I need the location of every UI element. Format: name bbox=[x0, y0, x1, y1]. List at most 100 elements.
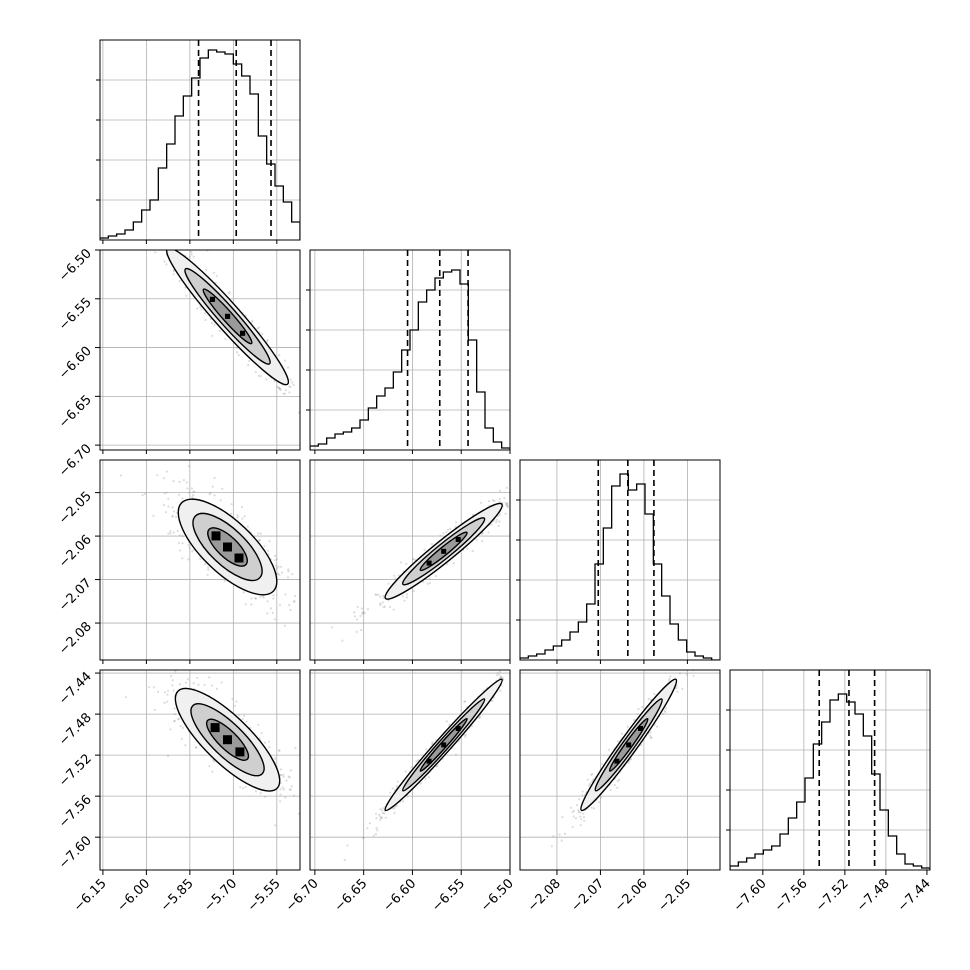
sample-point bbox=[192, 255, 195, 258]
sample-point bbox=[529, 644, 531, 646]
sample-point bbox=[180, 243, 182, 245]
sample-point bbox=[204, 318, 207, 322]
sample-point bbox=[257, 532, 260, 535]
density-peak bbox=[210, 723, 220, 733]
sample-point bbox=[164, 511, 168, 514]
sample-point bbox=[579, 811, 582, 814]
sample-point bbox=[415, 760, 418, 763]
sample-point bbox=[266, 600, 269, 603]
x-tick-label: −6.50 bbox=[478, 876, 517, 915]
sample-point bbox=[248, 360, 251, 363]
sample-point bbox=[272, 594, 275, 597]
histogram-panel-2 bbox=[516, 459, 721, 661]
sample-point bbox=[580, 818, 583, 821]
sample-point bbox=[685, 673, 688, 676]
sample-point bbox=[192, 682, 195, 685]
sample-point bbox=[620, 732, 624, 735]
sample-point bbox=[575, 804, 579, 807]
sample-point bbox=[286, 576, 290, 579]
sample-point bbox=[629, 758, 633, 761]
sample-point bbox=[256, 327, 259, 330]
sample-point bbox=[498, 500, 501, 504]
sample-point bbox=[632, 719, 636, 722]
density-peak bbox=[426, 758, 432, 764]
histogram-steps bbox=[100, 49, 300, 240]
sample-point bbox=[223, 579, 226, 583]
sample-point bbox=[287, 366, 290, 369]
sample-point bbox=[380, 816, 383, 819]
sample-point bbox=[636, 713, 639, 716]
sample-point bbox=[167, 497, 170, 500]
sample-point bbox=[703, 637, 705, 639]
sample-point bbox=[297, 411, 300, 414]
sample-point bbox=[259, 792, 262, 795]
x-tick-label: −7.60 bbox=[731, 876, 770, 915]
sample-point bbox=[278, 603, 282, 606]
sample-point bbox=[292, 383, 295, 387]
sample-point bbox=[664, 711, 667, 714]
sample-point bbox=[513, 494, 515, 496]
sample-point bbox=[275, 385, 279, 388]
sample-point bbox=[188, 491, 191, 494]
sample-point bbox=[177, 663, 179, 665]
sample-point bbox=[186, 678, 189, 681]
y-tick-label: −7.48 bbox=[56, 710, 95, 749]
density-peak bbox=[234, 553, 244, 563]
sample-point bbox=[406, 593, 409, 596]
sample-point bbox=[261, 332, 264, 335]
sample-point bbox=[244, 603, 247, 606]
sample-point bbox=[275, 558, 278, 561]
sample-point bbox=[173, 713, 176, 716]
sample-point bbox=[254, 371, 257, 374]
density-peak bbox=[638, 726, 643, 731]
sample-point bbox=[442, 532, 445, 535]
sample-point bbox=[639, 744, 643, 747]
sample-point bbox=[379, 807, 382, 810]
sample-point bbox=[516, 488, 518, 490]
sample-point bbox=[675, 686, 678, 690]
sample-point bbox=[590, 806, 593, 809]
sample-point bbox=[582, 815, 586, 819]
sample-point bbox=[267, 740, 271, 743]
sample-point bbox=[175, 247, 177, 249]
sample-point bbox=[592, 807, 596, 810]
sample-point bbox=[305, 372, 307, 374]
sample-point bbox=[498, 673, 501, 677]
sample-point bbox=[384, 816, 387, 819]
sample-point bbox=[265, 378, 268, 381]
sample-point bbox=[375, 816, 378, 820]
sample-point bbox=[181, 535, 184, 538]
sample-point bbox=[396, 804, 399, 807]
sample-point bbox=[627, 761, 630, 764]
sample-point bbox=[177, 542, 180, 545]
sample-point bbox=[393, 811, 396, 815]
sample-point bbox=[273, 380, 276, 383]
sample-point bbox=[301, 389, 303, 391]
sample-point bbox=[499, 675, 503, 679]
sample-point bbox=[550, 845, 553, 848]
sample-point bbox=[242, 591, 245, 594]
sample-point bbox=[172, 531, 175, 534]
sample-point bbox=[230, 512, 233, 516]
sample-point bbox=[197, 683, 200, 687]
sample-point bbox=[676, 690, 679, 693]
sample-point bbox=[181, 661, 183, 663]
density-peak bbox=[614, 758, 620, 764]
sample-point bbox=[218, 329, 221, 333]
sample-point bbox=[273, 559, 276, 562]
sample-point bbox=[377, 593, 380, 596]
sample-point bbox=[143, 492, 147, 495]
y-tick-label: −2.08 bbox=[56, 619, 95, 658]
sample-point bbox=[167, 532, 170, 535]
sample-point bbox=[464, 700, 467, 703]
y-tick-label: −6.55 bbox=[56, 295, 95, 334]
sample-point bbox=[184, 286, 187, 289]
sample-point bbox=[368, 822, 371, 825]
x-tick-label: −7.44 bbox=[895, 876, 934, 915]
sample-point bbox=[524, 646, 526, 648]
sample-point bbox=[288, 776, 291, 779]
density-peak bbox=[225, 313, 231, 319]
sample-point bbox=[172, 269, 176, 272]
sample-point bbox=[193, 490, 196, 493]
